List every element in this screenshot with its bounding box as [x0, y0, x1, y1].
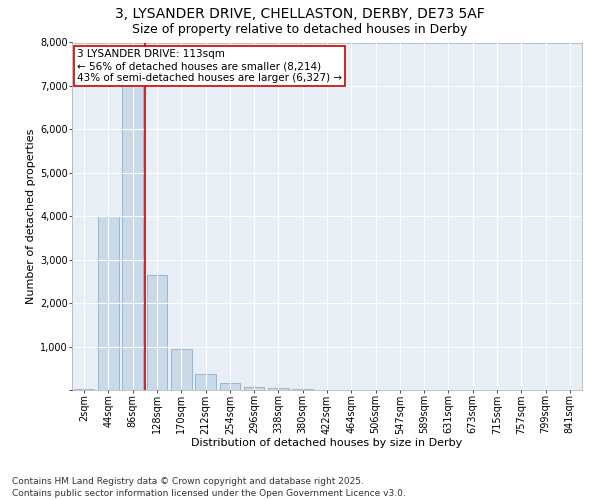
Text: 3 LYSANDER DRIVE: 113sqm
← 56% of detached houses are smaller (8,214)
43% of sem: 3 LYSANDER DRIVE: 113sqm ← 56% of detach…: [77, 50, 342, 82]
Bar: [171, 348, 191, 390]
Text: Size of property relative to detached houses in Derby: Size of property relative to detached ho…: [133, 22, 467, 36]
Bar: [244, 387, 265, 390]
Bar: [292, 389, 313, 390]
Bar: [122, 73, 143, 390]
Bar: [268, 388, 289, 390]
Y-axis label: Number of detached properties: Number of detached properties: [26, 128, 36, 304]
Bar: [220, 384, 240, 390]
Bar: [98, 216, 119, 390]
Bar: [74, 388, 94, 390]
Text: 3, LYSANDER DRIVE, CHELLASTON, DERBY, DE73 5AF: 3, LYSANDER DRIVE, CHELLASTON, DERBY, DE…: [115, 8, 485, 22]
X-axis label: Distribution of detached houses by size in Derby: Distribution of detached houses by size …: [191, 438, 463, 448]
Bar: [195, 374, 216, 390]
Text: Contains HM Land Registry data © Crown copyright and database right 2025.
Contai: Contains HM Land Registry data © Crown c…: [12, 476, 406, 498]
Bar: [146, 275, 167, 390]
